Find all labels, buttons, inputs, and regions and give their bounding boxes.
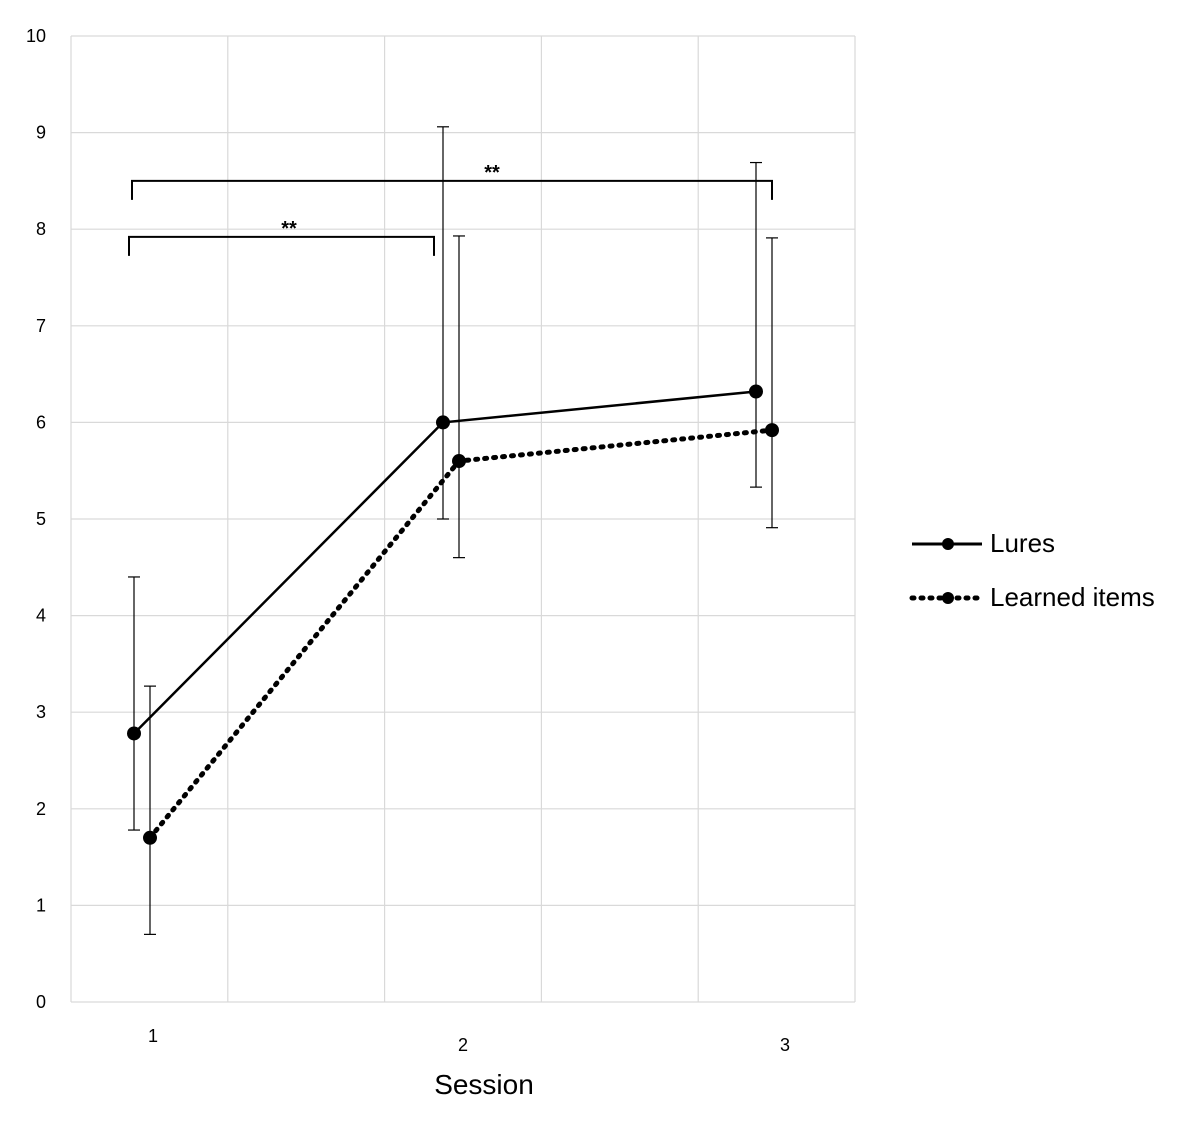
x-axis-label: Session	[434, 1069, 534, 1100]
y-tick-label: 4	[36, 606, 46, 626]
legend-marker-learned-items	[942, 592, 954, 604]
significance-brackets: ** **	[128, 162, 773, 256]
data-point-learned-items	[452, 454, 466, 469]
y-tick-label: 8	[36, 219, 46, 239]
x-axis: 1 2 3	[148, 1026, 790, 1055]
x-tick-label: 2	[458, 1035, 468, 1055]
legend-label-lures: Lures	[990, 528, 1055, 558]
y-tick-label: 0	[36, 992, 46, 1012]
y-tick-label: 7	[36, 316, 46, 336]
data-point-learned-items	[143, 830, 157, 845]
y-tick-label: 6	[36, 412, 46, 432]
legend: Lures Learned items	[909, 528, 1155, 612]
x-tick-label: 3	[780, 1035, 790, 1055]
y-tick-label: 10	[26, 26, 46, 46]
y-axis: 0 1 2 3 4 5 6 7 8 9 10	[26, 26, 46, 1012]
significance-bracket	[128, 235, 435, 256]
legend-marker-lures	[942, 538, 954, 550]
significance-bracket	[131, 179, 773, 200]
series-line-learned-items	[147, 427, 775, 841]
significance-label: **	[281, 218, 297, 240]
x-tick-label: 1	[148, 1026, 158, 1046]
y-tick-label: 1	[36, 895, 46, 915]
data-point-lures	[127, 726, 141, 741]
y-tick-label: 3	[36, 702, 46, 722]
data-point-lures	[436, 415, 450, 430]
data-point-lures	[749, 384, 763, 399]
y-tick-label: 2	[36, 799, 46, 819]
y-tick-label: 5	[36, 509, 46, 529]
significance-label: **	[484, 162, 500, 184]
y-tick-label: 9	[36, 123, 46, 143]
series	[127, 126, 779, 935]
data-point-learned-items	[765, 423, 779, 438]
grid	[70, 35, 856, 1003]
legend-label-learned-items: Learned items	[990, 582, 1155, 612]
